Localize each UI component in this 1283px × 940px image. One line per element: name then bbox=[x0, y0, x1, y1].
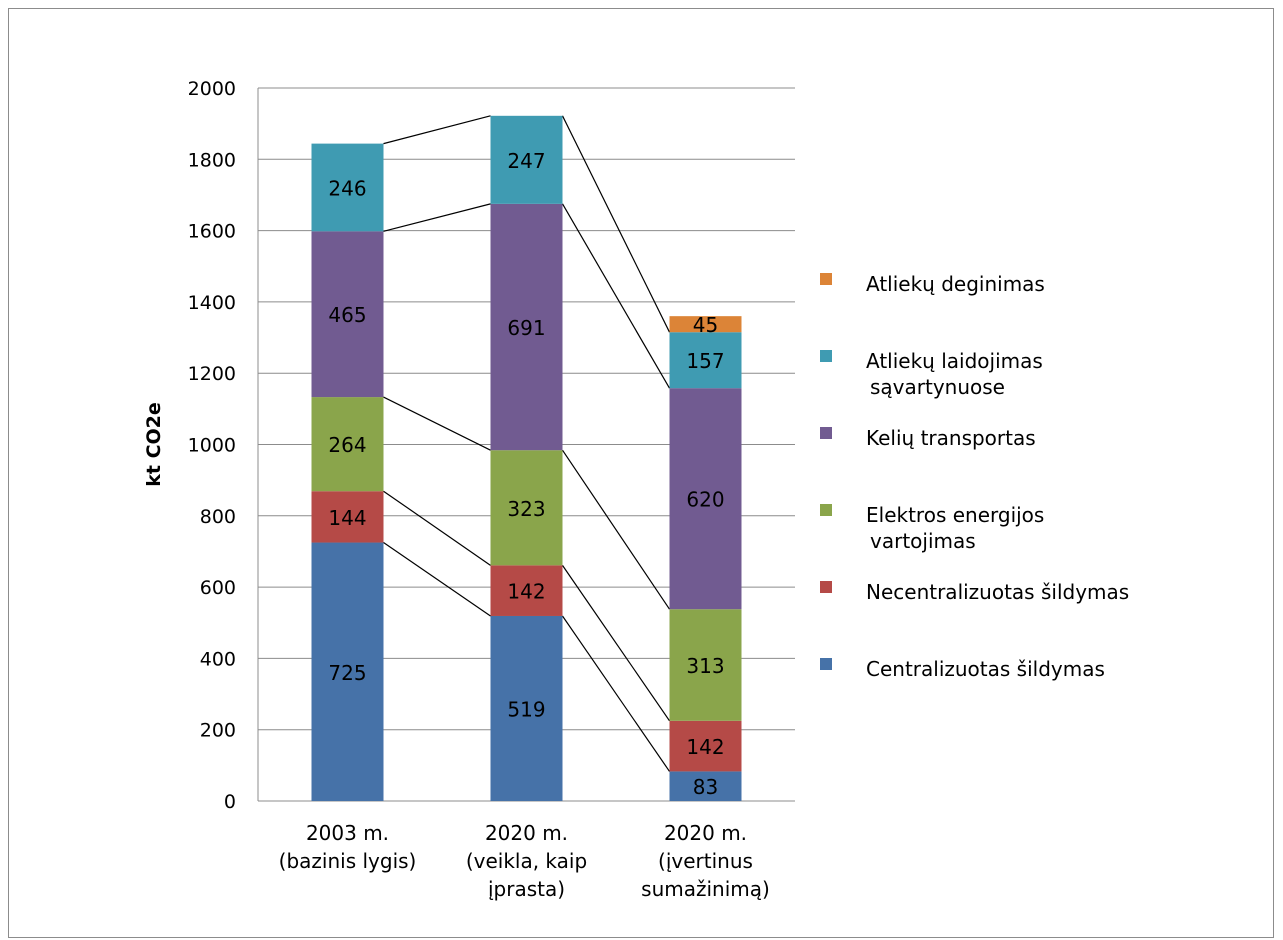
y-tick-label: 1800 bbox=[188, 149, 236, 171]
legend-swatch bbox=[820, 427, 832, 439]
data-label: 144 bbox=[328, 506, 366, 530]
data-label: 323 bbox=[507, 497, 545, 521]
bar-segment bbox=[311, 491, 384, 543]
data-label: 691 bbox=[507, 316, 545, 340]
x-tick-label: 2020 m. bbox=[664, 821, 747, 845]
y-tick-label: 600 bbox=[200, 577, 236, 599]
series-line bbox=[561, 203, 671, 389]
legend-swatch bbox=[820, 350, 832, 362]
bar-segment bbox=[669, 332, 742, 389]
series-line bbox=[383, 115, 491, 145]
bar-segment bbox=[490, 615, 563, 801]
x-tick-label: 2003 m. bbox=[306, 821, 389, 845]
series-line bbox=[562, 615, 670, 772]
legend-swatch bbox=[820, 581, 832, 593]
y-tick-label: 1200 bbox=[188, 363, 236, 385]
y-tick-label: 1000 bbox=[188, 435, 236, 457]
x-tick-label: sumažinimą) bbox=[641, 877, 770, 901]
legend-swatch bbox=[820, 658, 832, 670]
series-line bbox=[383, 542, 491, 617]
data-label: 620 bbox=[686, 488, 724, 512]
series-line bbox=[383, 203, 491, 232]
bar-segment bbox=[669, 609, 742, 721]
legend-swatch bbox=[820, 273, 832, 285]
y-tick-label: 800 bbox=[200, 506, 236, 528]
bar-segment bbox=[311, 231, 384, 398]
y-tick-label: 2000 bbox=[188, 78, 236, 100]
x-tick-label: (bazinis lygis) bbox=[279, 849, 417, 873]
data-label: 264 bbox=[328, 433, 366, 457]
bar-segment bbox=[669, 720, 742, 772]
data-label: 246 bbox=[328, 176, 366, 200]
data-label: 465 bbox=[328, 303, 366, 327]
data-label: 725 bbox=[328, 661, 366, 685]
y-tick-label: 0 bbox=[224, 791, 236, 813]
legend-label: Kelių transportas bbox=[866, 426, 1036, 450]
y-axis-title: kt CO2e bbox=[143, 402, 165, 487]
y-tick-label: 400 bbox=[200, 648, 236, 670]
x-tick-label: 2020 m. bbox=[485, 821, 568, 845]
bar-segment bbox=[311, 542, 384, 801]
x-tick-label: (įvertinus bbox=[658, 849, 753, 873]
bar-segment bbox=[669, 388, 742, 610]
x-tick-label: įprasta) bbox=[488, 877, 565, 901]
data-label: 157 bbox=[686, 349, 724, 373]
data-label: 83 bbox=[693, 775, 718, 799]
bar-segment bbox=[311, 397, 384, 492]
y-tick-label: 1400 bbox=[188, 292, 236, 314]
bar-segment bbox=[490, 450, 563, 566]
series-line bbox=[562, 565, 670, 722]
bar-segment bbox=[490, 565, 563, 616]
bar-segment bbox=[490, 115, 563, 204]
series-line bbox=[562, 449, 670, 610]
data-label: 247 bbox=[507, 149, 545, 173]
bar-segment bbox=[669, 316, 742, 333]
legend-label: vartojimas bbox=[870, 529, 976, 553]
legend-label: Centralizuotas šildymas bbox=[866, 657, 1105, 681]
data-label: 142 bbox=[686, 735, 724, 759]
bar-segment bbox=[490, 203, 563, 451]
series-line bbox=[561, 115, 671, 333]
data-label: 45 bbox=[693, 313, 718, 337]
series-line bbox=[383, 396, 491, 451]
legend-label: sąvartynuose bbox=[870, 375, 1005, 399]
y-tick-label: 1600 bbox=[188, 221, 236, 243]
y-tick-label: 200 bbox=[200, 720, 236, 742]
data-label: 142 bbox=[507, 580, 545, 604]
series-line bbox=[383, 490, 491, 566]
legend-label: Atliekų deginimas bbox=[866, 272, 1045, 296]
chart-frame bbox=[8, 8, 1274, 938]
bar-segment bbox=[669, 771, 742, 801]
legend-label: Necentralizuotas šildymas bbox=[866, 580, 1129, 604]
legend-swatch bbox=[820, 504, 832, 516]
legend-label: Elektros energijos bbox=[866, 503, 1044, 527]
data-label: 313 bbox=[686, 654, 724, 678]
bar-segment bbox=[311, 143, 384, 232]
data-label: 519 bbox=[507, 697, 545, 721]
legend-label: Atliekų laidojimas bbox=[866, 349, 1043, 373]
x-tick-label: (veikla, kaip bbox=[466, 849, 587, 873]
